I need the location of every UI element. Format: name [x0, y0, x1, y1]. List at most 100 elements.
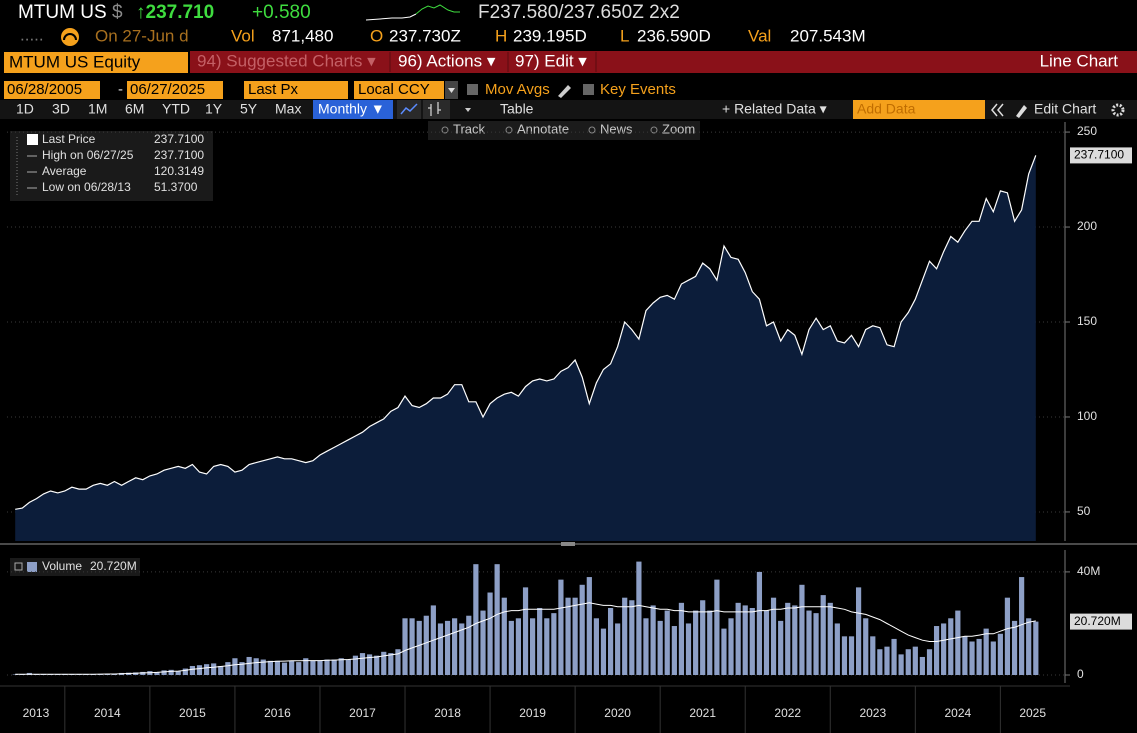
settings-icon[interactable] [1111, 103, 1125, 117]
x-tick-label: 2018 [434, 706, 461, 720]
volume-bar [423, 615, 429, 675]
volume-bar [466, 615, 472, 675]
volume-bar [388, 653, 394, 675]
table-button[interactable]: Table [500, 101, 534, 117]
volume-bar [437, 623, 444, 675]
range-button[interactable]: 1M [88, 101, 107, 117]
volume-bar [324, 659, 330, 675]
currency: $ [112, 2, 123, 23]
volume-value: 871,480 [272, 26, 333, 45]
range-button[interactable]: 6M [125, 101, 144, 117]
toolbar [0, 100, 1137, 119]
field: Last Px [248, 81, 299, 98]
end-date-box[interactable] [127, 81, 223, 99]
volume-bar [480, 610, 486, 675]
tool-button[interactable]: Track [453, 121, 486, 136]
y-tick-label: 50 [1077, 504, 1091, 518]
volume-bar [338, 658, 344, 675]
price-area [15, 155, 1036, 541]
start-date-box[interactable] [4, 81, 100, 99]
range-button[interactable]: 1D [16, 101, 34, 117]
dropdown-arrow [448, 88, 455, 93]
collapse-icon[interactable] [991, 103, 1004, 117]
legend-label: Last Price [42, 132, 96, 146]
x-tick-label: 2025 [1019, 706, 1046, 720]
tool-button[interactable]: Zoom [662, 121, 695, 136]
volume-bar [607, 607, 614, 675]
volume-bar [161, 670, 167, 675]
volume-bar [317, 660, 323, 675]
option-label: Key Events [600, 81, 676, 98]
checkbox[interactable] [467, 84, 478, 95]
volume-bar [693, 610, 699, 675]
related-data[interactable]: + Related Data ▾ [722, 101, 827, 117]
volume-bar [168, 669, 174, 675]
volume-bar [452, 618, 458, 675]
x-tick-label: 2024 [944, 706, 971, 720]
legend-toggle[interactable] [14, 562, 23, 571]
pane-handle[interactable] [561, 542, 575, 546]
last-value-box [1070, 613, 1132, 630]
range-button[interactable]: 1Y [205, 101, 223, 117]
volume-bar [331, 659, 337, 675]
x-tick-label: 2020 [604, 706, 631, 720]
currency-box[interactable] [354, 81, 444, 99]
pencil-icon[interactable] [558, 85, 571, 98]
tool-button[interactable]: News [600, 121, 633, 136]
volume-bar [877, 649, 883, 675]
edit-chart[interactable]: Edit Chart [1034, 101, 1096, 117]
volume-bar [707, 610, 713, 675]
volume-bar [1011, 620, 1018, 675]
tool-button[interactable]: Annotate [517, 121, 569, 136]
monitor-icon[interactable] [61, 28, 79, 46]
volume-bar [962, 636, 968, 675]
volume-bar [600, 628, 607, 675]
x-tick-label: 2013 [23, 706, 50, 720]
volume-bar [544, 618, 550, 675]
volume-bar [990, 641, 996, 675]
price-legend [10, 131, 213, 201]
tool-icon [650, 126, 658, 134]
volume-bar [494, 564, 500, 675]
menu-item[interactable]: 96) Actions ▾ [398, 51, 496, 70]
low-value: 236.590D [637, 26, 711, 45]
legend-label: High on 06/27/25 [42, 148, 134, 162]
legend-label: Average [42, 164, 87, 178]
range-button[interactable]: Max [275, 101, 301, 117]
menu-item[interactable]: 94) Suggested Charts ▾ [197, 51, 376, 70]
volume-bar [905, 649, 911, 675]
period-box[interactable] [313, 100, 393, 119]
volume-bar [678, 602, 685, 675]
line-icon [400, 103, 418, 115]
volume-bar [955, 610, 961, 675]
dropdown-arrow[interactable] [465, 108, 471, 112]
range-button[interactable]: YTD [162, 101, 190, 117]
bid-ask: F237.580/237.650Z 2x2 [478, 2, 680, 23]
volume-bar [218, 665, 224, 675]
moving-average [15, 602, 1036, 675]
value-label: Val [748, 26, 771, 45]
volume-bar [140, 671, 146, 675]
legend-value: 237.7100 [154, 132, 204, 146]
checkbox[interactable] [583, 84, 594, 95]
volume-bar [785, 602, 791, 675]
range-button[interactable]: 3D [52, 101, 70, 117]
volume-bar [416, 620, 422, 675]
volume-bar [671, 626, 677, 675]
volume-bar [820, 595, 826, 675]
bar-style-button[interactable] [423, 100, 450, 119]
range-button[interactable]: 5Y [240, 101, 258, 117]
menu-item[interactable]: 97) Edit ▾ [515, 51, 587, 70]
volume-bar [714, 579, 720, 675]
volume-bar [848, 636, 855, 675]
volume-bar [834, 623, 840, 675]
field-box[interactable] [244, 81, 348, 99]
add-data-box[interactable] [853, 100, 985, 119]
volume-bar [515, 618, 521, 675]
volume-bar [508, 620, 514, 675]
y-tick-label: 0 [1077, 667, 1084, 681]
security-box[interactable] [4, 52, 188, 73]
volume-bar [933, 626, 940, 675]
x-tick-label: 2022 [774, 706, 801, 720]
volume-bar [232, 658, 238, 675]
